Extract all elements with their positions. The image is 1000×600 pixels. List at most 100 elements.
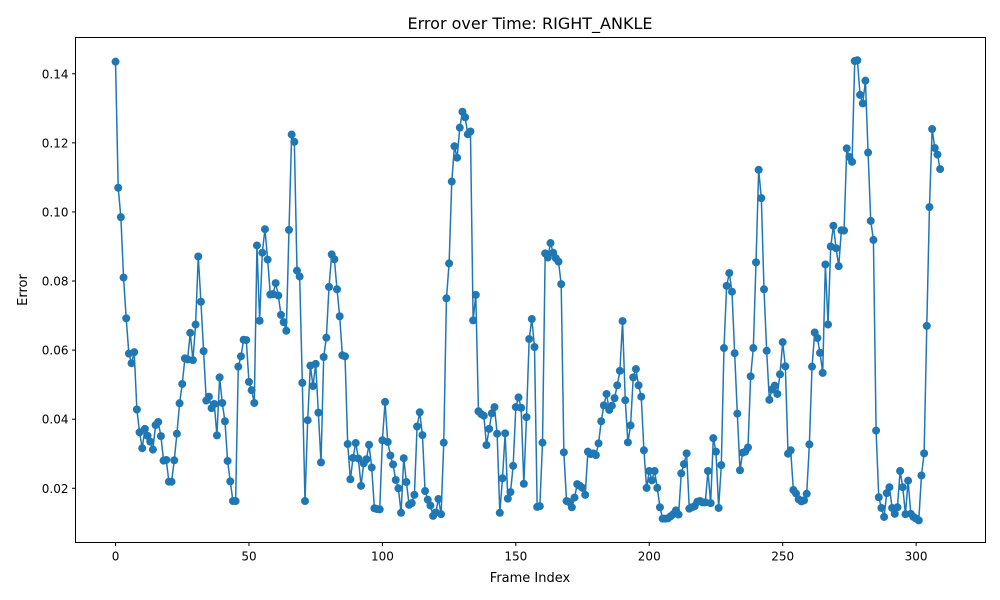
data-point	[399, 454, 408, 463]
data-point	[655, 503, 664, 512]
data-point	[154, 417, 163, 426]
data-point	[538, 438, 547, 447]
data-point	[413, 422, 422, 431]
x-tick-label: 300	[905, 550, 928, 564]
data-point	[570, 493, 579, 502]
data-point	[301, 497, 309, 506]
data-point	[220, 417, 229, 426]
data-point	[832, 244, 841, 253]
data-point	[271, 279, 280, 288]
y-axis: 0.02 0.04 0.06 0.08 0.10 0.12 0.14	[42, 67, 76, 496]
data-point	[333, 285, 342, 294]
data-point	[808, 362, 817, 371]
data-point	[447, 177, 456, 186]
data-point	[314, 408, 323, 417]
data-point	[631, 365, 640, 374]
data-point	[498, 474, 507, 483]
data-point	[861, 76, 870, 85]
data-point	[196, 297, 205, 306]
data-point	[618, 317, 627, 326]
data-point	[317, 458, 326, 467]
data-point	[920, 449, 929, 458]
data-point	[679, 460, 688, 469]
data-point	[602, 389, 611, 398]
data-point	[821, 260, 830, 269]
data-point	[439, 438, 448, 447]
data-point	[138, 444, 147, 453]
data-point	[816, 348, 825, 357]
data-point	[258, 248, 267, 257]
data-point	[453, 153, 462, 162]
data-point	[727, 287, 736, 296]
data-point	[760, 285, 768, 294]
data-point	[597, 417, 606, 426]
data-point	[162, 455, 171, 464]
data-point	[114, 183, 123, 192]
data-point	[853, 56, 862, 65]
data-point	[621, 396, 630, 405]
data-point	[525, 335, 534, 344]
x-tick-label: 200	[638, 550, 661, 564]
data-point	[394, 484, 403, 493]
data-point	[391, 475, 400, 484]
data-point	[653, 483, 662, 492]
data-point	[754, 165, 763, 174]
data-point	[554, 257, 563, 266]
data-point	[773, 389, 782, 398]
data-point	[527, 315, 536, 324]
data-point	[389, 460, 398, 469]
data-point	[778, 338, 787, 347]
x-axis-label: Frame Index	[490, 571, 571, 586]
y-tick-label: 0.12	[42, 136, 69, 150]
data-point	[674, 510, 683, 519]
data-point	[933, 150, 942, 159]
data-point	[132, 405, 141, 414]
data-point	[735, 466, 744, 475]
y-tick-label: 0.02	[42, 482, 69, 496]
data-point	[469, 316, 478, 325]
data-point	[722, 281, 731, 290]
data-point	[682, 449, 691, 458]
data-point	[848, 157, 857, 166]
data-point	[519, 479, 528, 488]
data-point	[733, 409, 742, 418]
data-point	[503, 494, 512, 503]
data-point	[402, 478, 411, 487]
data-point	[343, 440, 352, 449]
x-axis: 0 50 100 150 200 250 300	[112, 542, 928, 564]
data-point	[365, 440, 374, 449]
data-point	[485, 424, 494, 433]
data-point	[885, 483, 894, 492]
data-point	[530, 342, 539, 351]
data-point	[127, 359, 136, 368]
data-point	[642, 483, 651, 492]
data-point	[367, 463, 376, 472]
data-point	[786, 446, 795, 455]
x-tick-label: 250	[771, 550, 794, 564]
data-point	[231, 497, 240, 506]
data-point	[410, 490, 419, 499]
data-point	[247, 386, 256, 395]
data-point	[904, 476, 913, 485]
data-point	[890, 509, 899, 518]
data-point	[223, 456, 232, 465]
data-point	[311, 359, 320, 368]
data-point	[490, 403, 499, 412]
data-point	[546, 239, 555, 248]
data-point	[824, 320, 833, 329]
data-point	[893, 503, 902, 512]
data-point	[244, 377, 253, 386]
data-point	[242, 336, 251, 345]
plot-area	[111, 56, 945, 525]
data-point	[362, 455, 371, 464]
data-point	[925, 203, 934, 212]
data-point	[874, 493, 883, 502]
data-point	[594, 439, 603, 448]
x-tick-label: 50	[241, 550, 256, 564]
data-point	[466, 127, 475, 136]
data-point	[709, 434, 718, 443]
data-point	[714, 503, 723, 512]
data-point	[140, 424, 149, 433]
data-point	[218, 398, 227, 407]
data-point	[279, 318, 288, 327]
